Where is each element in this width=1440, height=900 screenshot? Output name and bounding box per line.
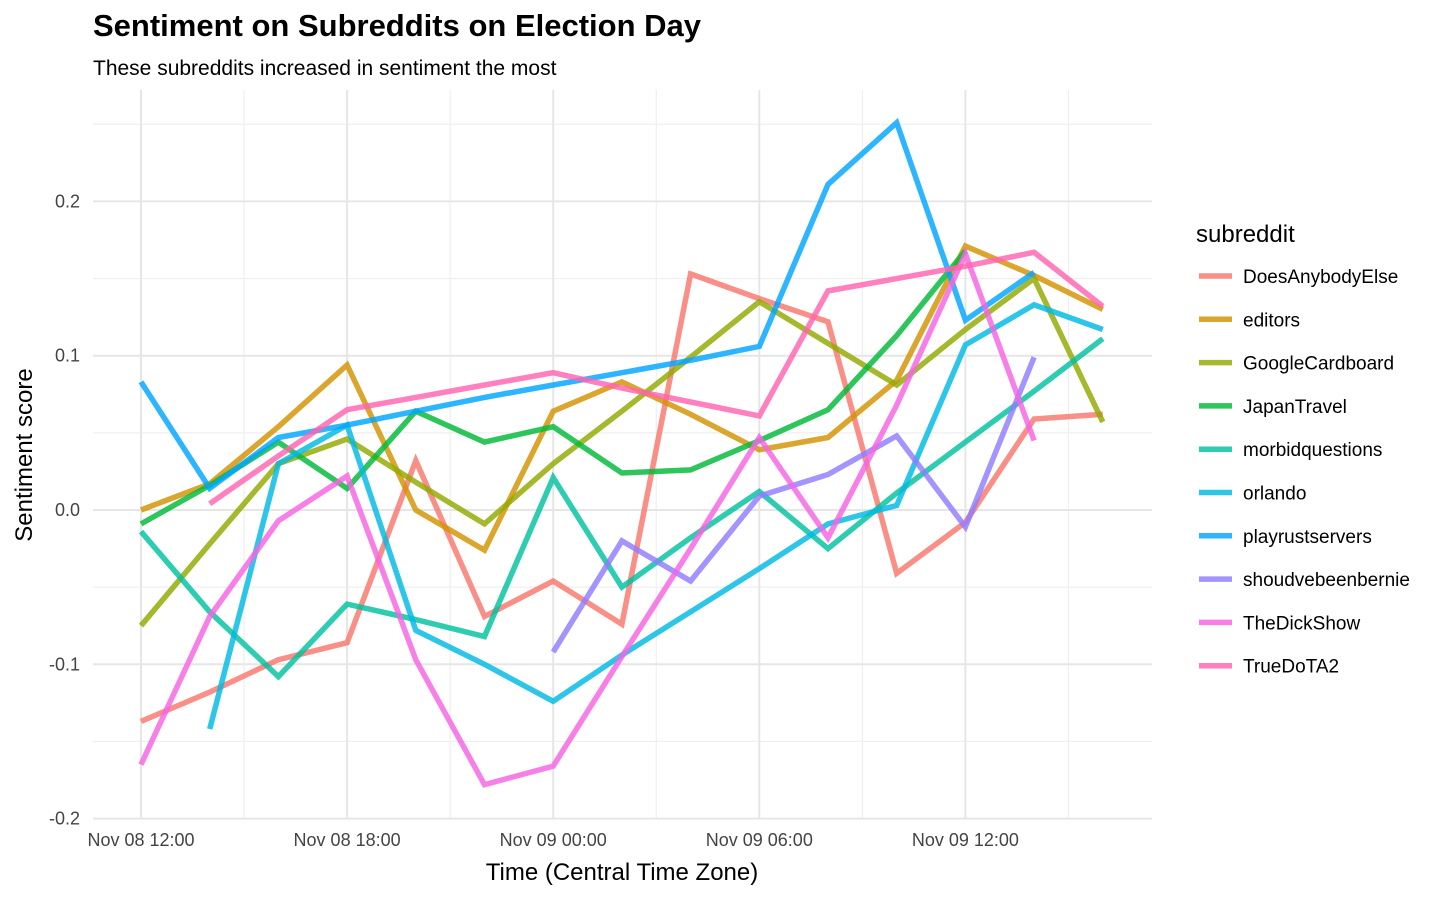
legend-label: playrustservers — [1243, 527, 1372, 548]
series-lines — [138, 117, 1106, 788]
legend-item-japantravel: JapanTravel — [1199, 397, 1347, 418]
legend-item-shoudvebeenbernie: shoudvebeenbernie — [1199, 570, 1410, 591]
y-tick-label: 0.0 — [55, 500, 80, 520]
x-tick-label: Nov 09 06:00 — [706, 830, 813, 850]
x-tick-label: Nov 09 00:00 — [500, 830, 607, 850]
legend-label: GoogleCardboard — [1243, 354, 1394, 375]
legend-title: subreddit — [1196, 221, 1295, 248]
series-line-thedickshow — [138, 246, 1037, 788]
x-axis-title: Time (Central Time Zone) — [486, 859, 759, 886]
legend-label: TheDickShow — [1243, 613, 1360, 634]
y-tick-label: -0.1 — [49, 654, 80, 674]
y-tick-label: -0.2 — [49, 809, 80, 829]
legend-item-morbidquestions: morbidquestions — [1199, 440, 1382, 461]
series-line-editors — [140, 242, 1105, 554]
legend-item-thedickshow: TheDickShow — [1199, 613, 1360, 634]
y-tick-label: 0.2 — [55, 191, 80, 211]
legend-item-truedota2: TrueDoTA2 — [1199, 657, 1339, 678]
legend-item-playrustservers: playrustservers — [1199, 527, 1372, 548]
series-line-playrustservers — [138, 117, 1036, 493]
series-line-orlando — [207, 301, 1104, 730]
legend-label: editors — [1243, 310, 1300, 331]
chart-title: Sentiment on Subreddits on Election Day — [93, 8, 702, 43]
legend-label: JapanTravel — [1243, 397, 1347, 418]
x-tick-label: Nov 08 12:00 — [87, 830, 194, 850]
legend-label: morbidquestions — [1243, 440, 1382, 461]
legend-label: shoudvebeenbernie — [1243, 570, 1410, 591]
chart-subtitle: These subreddits increased in sentiment … — [93, 57, 557, 80]
legend-label: orlando — [1243, 484, 1306, 505]
series-line-truedota2 — [208, 249, 1105, 507]
x-tick-label: Nov 08 18:00 — [294, 830, 401, 850]
legend-item-editors: editors — [1199, 310, 1300, 331]
series-line-japantravel — [139, 249, 968, 527]
legend-label: TrueDoTA2 — [1243, 657, 1339, 678]
x-axis-ticks: Nov 08 12:00 Nov 08 18:00 Nov 09 00:00 Nov … — [87, 830, 1018, 850]
legend-label: DoesAnybodyElse — [1243, 267, 1398, 288]
y-axis-ticks: 0.2 0.1 0.0 -0.1 -0.2 — [49, 191, 80, 828]
y-tick-label: 0.1 — [55, 346, 80, 366]
legend-item-orlando: orlando — [1199, 484, 1306, 505]
series-line-morbidquestions — [138, 336, 1105, 681]
x-tick-label: Nov 09 12:00 — [912, 830, 1019, 850]
legend: subreddit DoesAnybodyElse editors GoogleCa… — [1196, 221, 1410, 678]
legend-item-googlecardboard: GoogleCardboard — [1199, 354, 1394, 375]
y-axis-title: Sentiment score — [11, 368, 38, 541]
legend-item-doesanybodyelse: DoesAnybodyElse — [1199, 267, 1398, 288]
